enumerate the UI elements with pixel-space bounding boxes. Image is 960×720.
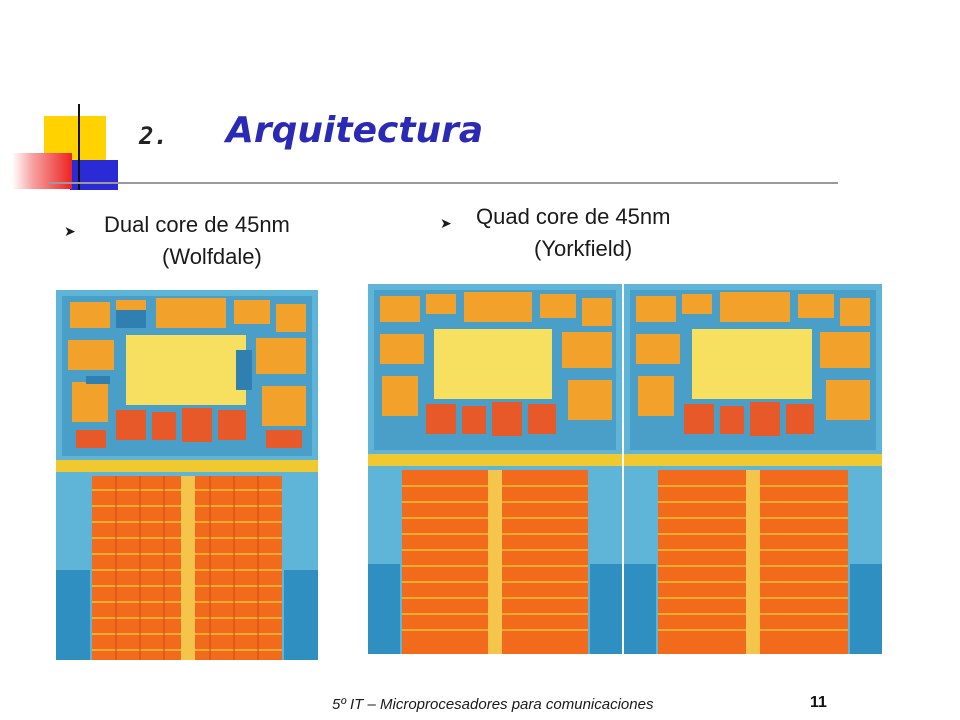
bullet-subline: (Wolfdale): [162, 244, 262, 269]
decor-vertical-line: [78, 104, 80, 190]
bullet-line: Dual core de 45nm: [104, 212, 290, 237]
section-number: 2.: [139, 122, 168, 150]
slide-title: Arquitectura: [226, 110, 484, 151]
arrow-bullet-icon: ➤: [440, 215, 452, 231]
wolfdale-die-image: [56, 290, 318, 660]
bullet-subline: (Yorkfield): [534, 236, 633, 261]
bullet-line: Quad core de 45nm: [476, 204, 671, 229]
arrow-bullet-icon: ➤: [64, 223, 76, 239]
yorkfield-die-right-image: [624, 284, 882, 654]
page-number: 11: [810, 694, 827, 711]
yorkfield-die-left-image: [368, 284, 622, 654]
bullet-quad-core: ➤ Quad core de 45nm (Yorkfield): [440, 200, 740, 264]
bullet-dual-core: ➤ Dual core de 45nm (Wolfdale): [64, 208, 364, 272]
footer-text: 5º IT – Microprocesadores para comunicac…: [332, 696, 654, 713]
title-underline: [48, 182, 838, 184]
